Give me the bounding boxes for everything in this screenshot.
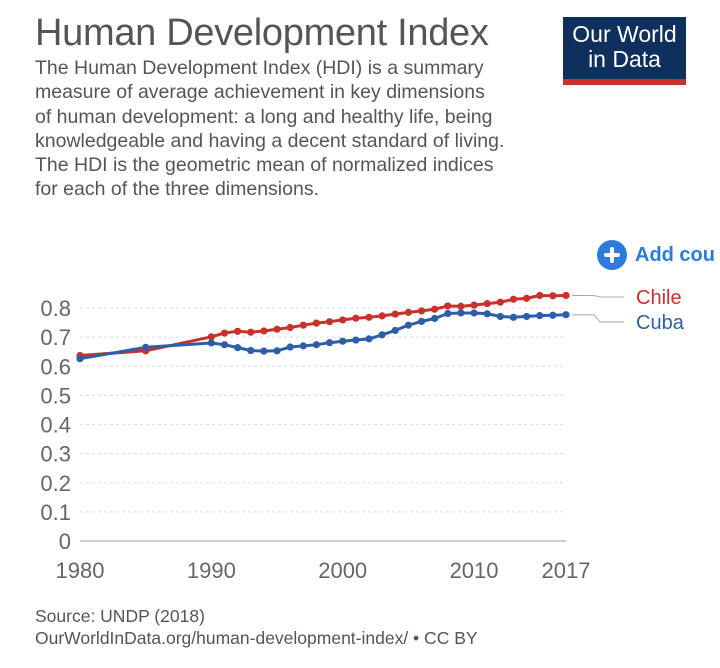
series-line-cuba [79,311,567,361]
data-point-cuba [234,344,242,352]
data-point-chile [562,291,570,300]
data-point-cuba [457,309,465,317]
logo-line-2: in Data [588,46,661,72]
legend-connector-cuba [572,314,624,323]
data-point-cuba [339,337,347,345]
data-point-chile [457,302,465,310]
data-point-cuba [352,336,360,344]
data-point-cuba [536,311,544,320]
legend-label-chile: Chile [636,287,682,309]
data-point-chile [234,327,242,335]
data-point-cuba [483,310,491,318]
data-point-cuba [247,346,255,355]
y-tick-label: 0.1 [40,500,71,525]
logo-line-1: Our World [572,21,677,47]
y-tick-label: 0.7 [40,325,71,350]
data-point-cuba [496,312,504,321]
data-point-cuba [312,341,321,349]
data-point-chile [509,295,518,303]
y-tick-label: 0.2 [40,471,71,496]
data-point-chile [273,325,281,333]
data-point-chile [299,321,307,329]
legend-label-cuba: Cuba [636,312,685,334]
data-point-cuba [286,343,294,351]
x-tick-label: 1990 [187,558,236,583]
data-point-chile [522,294,531,302]
data-point-chile [549,292,557,300]
data-point-cuba [431,314,439,323]
data-point-cuba [365,335,373,343]
plus-icon [597,240,627,270]
data-point-cuba [562,311,570,319]
source-link[interactable]: OurWorldInData.org/human-development-ind… [35,628,478,648]
x-tick-label: 2017 [542,558,591,583]
y-tick-label: 0.8 [40,296,71,321]
source-text: Source: UNDP (2018) [35,606,205,626]
data-point-chile [286,323,294,332]
data-point-chile [365,313,373,321]
data-point-chile [247,328,255,336]
data-point-cuba [260,347,268,355]
data-point-chile [220,329,229,337]
data-point-cuba [142,343,150,351]
legend-connector-chile [572,295,624,298]
data-point-cuba [325,339,334,347]
x-tick-label: 1980 [56,558,105,583]
data-point-cuba [76,355,84,363]
data-point-chile [339,316,347,324]
data-point-chile [207,333,215,341]
y-tick-label: 0.4 [40,413,71,438]
data-point-cuba [444,309,452,318]
data-point-chile [417,307,426,315]
chart-title: Human Development Index [35,12,489,54]
data-point-cuba [273,347,281,355]
data-point-cuba [391,326,399,335]
add-country-label: Add cou [635,243,715,266]
data-point-cuba [549,311,557,319]
data-point-chile [378,312,386,320]
y-tick-label: 0 [59,529,71,554]
owid-logo[interactable]: Our World in Data [563,17,686,85]
data-point-cuba [299,342,307,350]
data-point-chile [325,318,334,326]
x-tick-label: 2000 [318,558,367,583]
x-tick-label: 2010 [450,558,499,583]
data-point-cuba [404,321,412,329]
y-tick-label: 0.6 [40,354,71,379]
data-point-cuba [207,339,215,347]
data-point-cuba [378,331,386,339]
data-point-cuba [220,341,229,349]
source-note: Source: UNDP (2018) OurWorldInData.org/h… [35,605,478,649]
data-point-chile [404,308,412,316]
data-point-chile [444,302,452,310]
data-point-chile [312,319,321,327]
y-tick-label: 0.5 [40,383,71,408]
data-point-cuba [522,312,531,321]
data-point-chile [483,300,491,308]
data-point-cuba [470,309,478,317]
data-point-chile [352,314,360,322]
add-country-button[interactable]: Add cou [597,240,715,270]
data-point-cuba [509,313,518,321]
data-point-chile [536,291,544,300]
chart-subtitle: The Human Development Index (HDI) is a s… [35,57,505,201]
data-point-chile [470,301,478,309]
data-point-cuba [417,317,426,325]
data-point-chile [260,327,268,335]
data-point-chile [431,305,439,313]
y-tick-label: 0.3 [40,442,71,467]
data-point-chile [391,310,399,318]
data-point-chile [496,298,504,306]
